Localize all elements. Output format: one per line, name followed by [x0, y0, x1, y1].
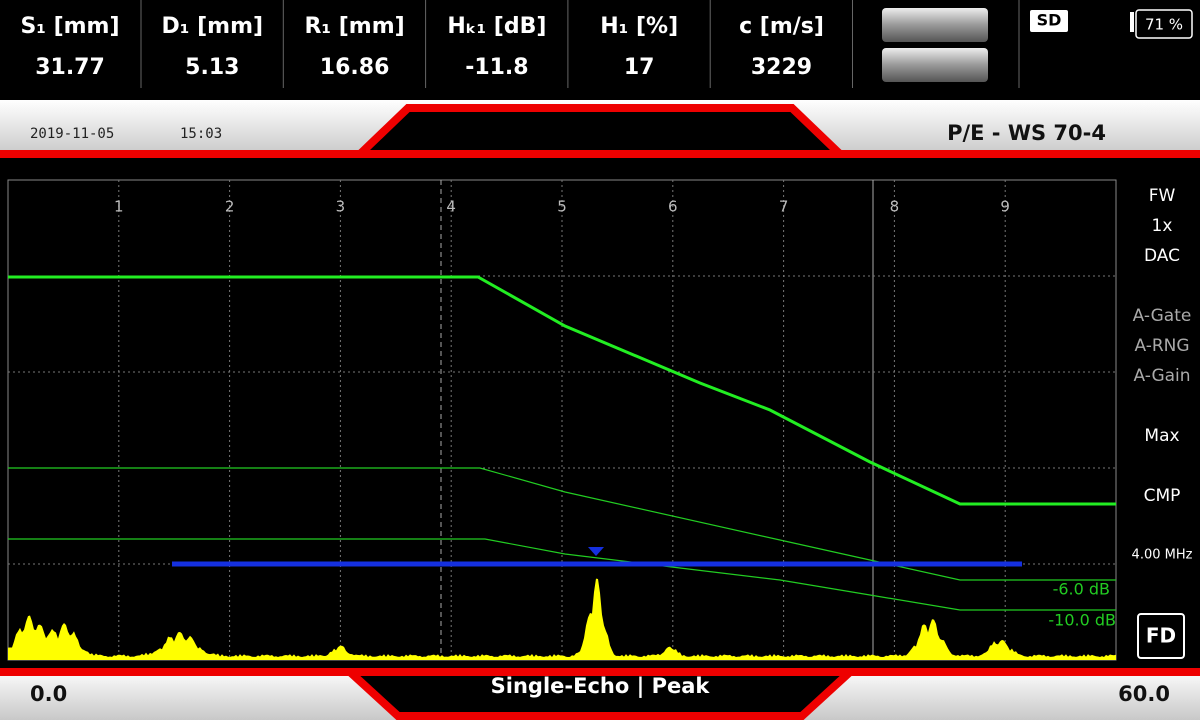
reading-value: 3229 — [751, 55, 812, 80]
menu-item: 1x — [1152, 216, 1173, 236]
grid-label: 6 — [668, 198, 678, 216]
soft-button[interactable] — [882, 8, 988, 42]
curve-label: -6.0 dB — [1053, 580, 1110, 599]
reading-value: 16.86 — [320, 55, 390, 80]
menu-item: A-RNG — [1134, 336, 1189, 356]
reading-label: c [m/s] — [739, 14, 824, 39]
echo-signal — [8, 578, 1116, 660]
sd-label: SD — [1037, 11, 1062, 30]
sd-icon — [1030, 10, 1068, 32]
grid-label: 9 — [1000, 198, 1010, 216]
reading-value: -11.8 — [465, 55, 528, 80]
reading-label: R₁ [mm] — [304, 14, 404, 39]
grid-label: 1 — [114, 198, 124, 216]
reading-value: 17 — [624, 55, 655, 80]
dac-curve-6db — [8, 467, 1116, 581]
battery-level: 71 % — [1145, 16, 1183, 34]
time: 15:03 — [180, 126, 222, 142]
reading-value: 31.77 — [35, 55, 105, 80]
menu-item: A-Gate — [1133, 306, 1192, 326]
grid-label: 7 — [779, 198, 789, 216]
red-rule — [0, 150, 1200, 158]
reading-label: H₁ [%] — [600, 14, 678, 39]
range-start: 0.0 — [30, 682, 67, 706]
gate-marker — [588, 547, 604, 556]
menu-item: 4.00 MHz — [1132, 548, 1193, 563]
footer-mode: Single-Echo | Peak — [491, 674, 711, 699]
grid-label: 8 — [890, 198, 900, 216]
reading-label: D₁ [mm] — [162, 14, 264, 39]
menu-item: DAC — [1144, 246, 1180, 266]
range-end: 60.0 — [1118, 682, 1170, 706]
menu-item: CMP — [1144, 486, 1181, 506]
status-tab — [348, 104, 852, 160]
dac-curve — [8, 275, 1116, 506]
battery-tip — [1130, 12, 1134, 32]
grid-label: 2 — [225, 198, 235, 216]
reading-label: Hₖ₁ [dB] — [447, 14, 546, 39]
readings-bar: S₁ [mm] 31.77 D₁ [mm] 5.13 R₁ [mm] 16.86 Hₖ₁ [… — [20, 0, 853, 88]
date: 2019-11-05 — [30, 126, 114, 142]
battery-icon — [1135, 9, 1193, 39]
menu-item: FW — [1149, 186, 1176, 206]
a-scan: -6.0 dB -10.0 dB FD 1 2 3 4 5 6 7 8 9 — [7, 179, 1185, 661]
footer-tab — [339, 668, 861, 720]
curve-label: -10.0 dB — [1048, 611, 1116, 630]
menu-item: A-Gain — [1133, 366, 1190, 386]
soft-button[interactable] — [882, 48, 988, 82]
grid-label: 4 — [446, 198, 456, 216]
reading-value: 5.13 — [185, 55, 239, 80]
grid-label: 5 — [557, 198, 567, 216]
mode: P/E - WS 70-4 — [947, 121, 1106, 145]
spacer — [0, 158, 1200, 168]
dac-curve-10db — [8, 538, 1116, 611]
reading-label: S₁ [mm] — [20, 14, 119, 39]
fd-button[interactable] — [1137, 613, 1185, 659]
fd-label[interactable]: FD — [1146, 624, 1176, 648]
menu-item: Max — [1144, 426, 1179, 446]
grid-label: 3 — [336, 198, 346, 216]
